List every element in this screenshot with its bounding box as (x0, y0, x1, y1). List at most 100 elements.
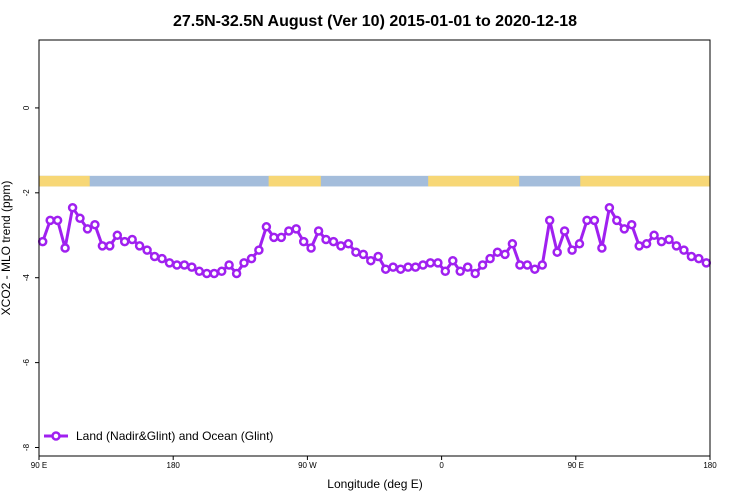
y-tick-label: 0 (22, 105, 31, 110)
data-point (291, 224, 301, 234)
data-point (567, 245, 577, 255)
surface-type-strip (39, 175, 710, 187)
data-point (470, 268, 480, 279)
land-strip-segment (580, 175, 710, 187)
data-point (142, 245, 152, 255)
data-point (522, 260, 533, 270)
data-point (157, 253, 167, 264)
data-point (105, 241, 115, 251)
data-point (634, 241, 644, 251)
data-point (254, 245, 264, 255)
data-point (373, 251, 383, 262)
data-point (500, 249, 510, 260)
data-point (507, 239, 518, 249)
data-point (612, 215, 622, 226)
data-point (544, 215, 555, 226)
data-point (403, 262, 413, 272)
data-point (530, 264, 540, 274)
data-point (440, 266, 451, 277)
data-point (679, 245, 689, 255)
data-point (574, 239, 585, 249)
data-point (239, 258, 249, 268)
x-axis: 90 E 180 90 W 0 90 E 180 (31, 456, 717, 470)
data-point (351, 247, 361, 257)
y-axis: 0 -2 -4 -6 -8 (22, 105, 39, 451)
data-point (216, 266, 227, 277)
data-point (112, 230, 123, 241)
data-point (343, 239, 354, 249)
data-point (172, 260, 182, 270)
x-tick-label: 90 W (298, 461, 317, 470)
data-point (179, 260, 190, 270)
x-tick-label: 180 (703, 461, 717, 470)
series-layer (37, 202, 712, 279)
data-point (82, 224, 93, 234)
data-point (366, 255, 376, 266)
data-point (149, 251, 160, 262)
data-point (537, 260, 548, 270)
data-point (671, 241, 682, 251)
data-point (552, 247, 562, 257)
data-point (60, 243, 70, 253)
data-point (395, 264, 406, 274)
legend-label: Land (Nadir&Glint) and Ocean (Glint) (76, 429, 273, 443)
data-point (433, 258, 443, 268)
data-point (477, 260, 488, 270)
data-point (276, 232, 287, 243)
data-point (641, 239, 652, 249)
data-point (134, 241, 145, 251)
data-point (336, 241, 346, 251)
data-point (306, 243, 316, 253)
data-point (231, 268, 242, 279)
data-point (269, 232, 279, 243)
data-point (619, 224, 630, 234)
data-point (686, 251, 697, 262)
data-point (187, 262, 197, 272)
data-point (97, 241, 108, 251)
data-point (127, 234, 137, 245)
data-point (209, 268, 219, 279)
data-point (656, 236, 667, 247)
legend: Land (Nadir&Glint) and Ocean (Glint) (44, 429, 273, 443)
data-point (589, 215, 600, 226)
data-point (418, 260, 428, 270)
plot-frame (38, 39, 711, 457)
data-point (597, 243, 607, 253)
data-point (410, 262, 421, 272)
data-point (701, 258, 712, 268)
y-axis-label: XCO2 - MLO trend (ppm) (0, 181, 13, 316)
data-point (194, 266, 205, 277)
x-tick-label: 0 (439, 461, 444, 470)
data-point (328, 236, 339, 247)
data-point (246, 253, 257, 264)
data-point (448, 255, 458, 266)
data-point (455, 266, 465, 277)
data-point (298, 236, 309, 247)
data-point (582, 215, 592, 226)
data-point (626, 219, 637, 230)
land-strip-segment (268, 175, 321, 187)
data-point (492, 247, 503, 257)
data-point (119, 236, 130, 247)
data-point (425, 258, 436, 268)
data-point (694, 253, 704, 264)
data-point (358, 249, 369, 260)
data-point (67, 202, 78, 213)
data-point (515, 260, 525, 270)
data-point (37, 236, 48, 247)
data-point (224, 260, 234, 270)
x-tick-label: 90 E (31, 461, 47, 470)
land-strip-segment (39, 175, 90, 187)
ocean-strip (39, 175, 710, 187)
data-point (380, 264, 391, 274)
data-point (313, 226, 324, 236)
data-point (261, 222, 272, 232)
data-point (45, 215, 55, 226)
chart-title: 27.5N-32.5N August (Ver 10) 2015-01-01 t… (173, 13, 577, 30)
data-point (202, 268, 212, 279)
data-point (664, 234, 674, 245)
data-point (485, 253, 495, 264)
data-point (604, 202, 615, 213)
data-point (321, 234, 331, 245)
